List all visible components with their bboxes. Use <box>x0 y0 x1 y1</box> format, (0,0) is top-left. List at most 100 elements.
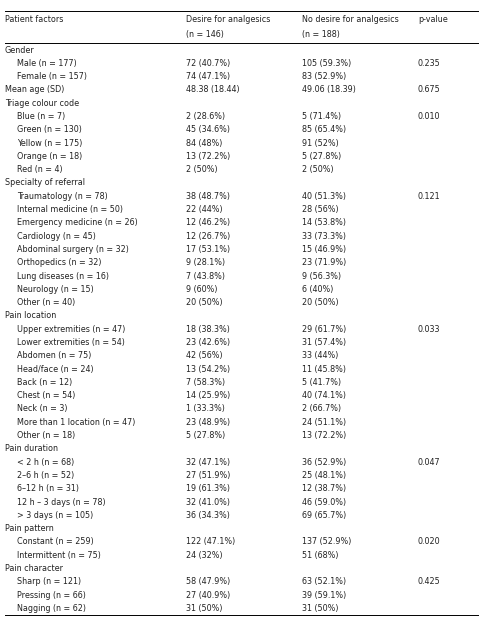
Text: 12 h – 3 days (n = 78): 12 h – 3 days (n = 78) <box>17 497 105 507</box>
Text: 31 (50%): 31 (50%) <box>302 604 339 613</box>
Text: 48.38 (18.44): 48.38 (18.44) <box>186 86 240 94</box>
Text: Pain character: Pain character <box>5 564 63 573</box>
Text: 63 (52.1%): 63 (52.1%) <box>302 577 346 587</box>
Text: 0.675: 0.675 <box>418 86 440 94</box>
Text: 42 (56%): 42 (56%) <box>186 352 223 360</box>
Text: 27 (51.9%): 27 (51.9%) <box>186 471 230 480</box>
Text: > 3 days (n = 105): > 3 days (n = 105) <box>17 511 93 520</box>
Text: Pain duration: Pain duration <box>5 445 58 453</box>
Text: Other (n = 18): Other (n = 18) <box>17 431 75 440</box>
Text: Chest (n = 54): Chest (n = 54) <box>17 391 75 400</box>
Text: Cardiology (n = 45): Cardiology (n = 45) <box>17 232 96 241</box>
Text: Other (n = 40): Other (n = 40) <box>17 298 75 307</box>
Text: 28 (56%): 28 (56%) <box>302 205 339 214</box>
Text: 9 (60%): 9 (60%) <box>186 285 217 294</box>
Text: Neurology (n = 15): Neurology (n = 15) <box>17 285 94 294</box>
Text: 6 (40%): 6 (40%) <box>302 285 333 294</box>
Text: 27 (40.9%): 27 (40.9%) <box>186 591 230 600</box>
Text: Male (n = 177): Male (n = 177) <box>17 59 77 68</box>
Text: 46 (59.0%): 46 (59.0%) <box>302 497 346 507</box>
Text: 7 (43.8%): 7 (43.8%) <box>186 272 225 280</box>
Text: 25 (48.1%): 25 (48.1%) <box>302 471 346 480</box>
Text: 33 (44%): 33 (44%) <box>302 352 338 360</box>
Text: 33 (73.3%): 33 (73.3%) <box>302 232 346 241</box>
Text: 9 (56.3%): 9 (56.3%) <box>302 272 341 280</box>
Text: 24 (51.1%): 24 (51.1%) <box>302 418 346 427</box>
Text: 9 (28.1%): 9 (28.1%) <box>186 259 225 267</box>
Text: (n = 146): (n = 146) <box>186 30 224 39</box>
Text: 6–12 h (n = 31): 6–12 h (n = 31) <box>17 484 79 494</box>
Text: 58 (47.9%): 58 (47.9%) <box>186 577 230 587</box>
Text: Pain location: Pain location <box>5 311 56 321</box>
Text: 1 (33.3%): 1 (33.3%) <box>186 404 225 414</box>
Text: Neck (n = 3): Neck (n = 3) <box>17 404 68 414</box>
Text: Specialty of referral: Specialty of referral <box>5 179 85 187</box>
Text: 2–6 h (n = 52): 2–6 h (n = 52) <box>17 471 74 480</box>
Text: 0.235: 0.235 <box>418 59 440 68</box>
Text: Desire for analgesics: Desire for analgesics <box>186 15 270 24</box>
Text: 13 (72.2%): 13 (72.2%) <box>302 431 346 440</box>
Text: 0.010: 0.010 <box>418 112 440 121</box>
Text: 5 (41.7%): 5 (41.7%) <box>302 378 341 387</box>
Text: 2 (50%): 2 (50%) <box>302 165 333 174</box>
Text: 5 (27.8%): 5 (27.8%) <box>302 152 341 161</box>
Text: 2 (66.7%): 2 (66.7%) <box>302 404 341 414</box>
Text: 91 (52%): 91 (52%) <box>302 139 339 148</box>
Text: 0.033: 0.033 <box>418 325 440 334</box>
Text: 18 (38.3%): 18 (38.3%) <box>186 325 230 334</box>
Text: Constant (n = 259): Constant (n = 259) <box>17 538 94 546</box>
Text: Lower extremities (n = 54): Lower extremities (n = 54) <box>17 338 125 347</box>
Text: 2 (28.6%): 2 (28.6%) <box>186 112 225 121</box>
Text: Orthopedics (n = 32): Orthopedics (n = 32) <box>17 259 101 267</box>
Text: 12 (38.7%): 12 (38.7%) <box>302 484 346 494</box>
Text: 74 (47.1%): 74 (47.1%) <box>186 72 230 81</box>
Text: Sharp (n = 121): Sharp (n = 121) <box>17 577 81 587</box>
Text: Green (n = 130): Green (n = 130) <box>17 125 82 135</box>
Text: Triage colour code: Triage colour code <box>5 99 79 108</box>
Text: 49.06 (18.39): 49.06 (18.39) <box>302 86 356 94</box>
Text: 23 (48.9%): 23 (48.9%) <box>186 418 230 427</box>
Text: 14 (25.9%): 14 (25.9%) <box>186 391 230 400</box>
Text: Yellow (n = 175): Yellow (n = 175) <box>17 139 82 148</box>
Text: 137 (52.9%): 137 (52.9%) <box>302 538 351 546</box>
Text: 31 (57.4%): 31 (57.4%) <box>302 338 346 347</box>
Text: 14 (53.8%): 14 (53.8%) <box>302 218 346 228</box>
Text: 122 (47.1%): 122 (47.1%) <box>186 538 235 546</box>
Text: More than 1 location (n = 47): More than 1 location (n = 47) <box>17 418 135 427</box>
Text: 85 (65.4%): 85 (65.4%) <box>302 125 346 135</box>
Text: < 2 h (n = 68): < 2 h (n = 68) <box>17 458 74 467</box>
Text: 32 (47.1%): 32 (47.1%) <box>186 458 230 467</box>
Text: Blue (n = 7): Blue (n = 7) <box>17 112 65 121</box>
Text: 72 (40.7%): 72 (40.7%) <box>186 59 230 68</box>
Text: 36 (52.9%): 36 (52.9%) <box>302 458 346 467</box>
Text: Red (n = 4): Red (n = 4) <box>17 165 62 174</box>
Text: Orange (n = 18): Orange (n = 18) <box>17 152 82 161</box>
Text: Patient factors: Patient factors <box>5 15 63 24</box>
Text: No desire for analgesics: No desire for analgesics <box>302 15 398 24</box>
Text: 20 (50%): 20 (50%) <box>302 298 339 307</box>
Text: 7 (58.3%): 7 (58.3%) <box>186 378 225 387</box>
Text: 12 (26.7%): 12 (26.7%) <box>186 232 230 241</box>
Text: 0.047: 0.047 <box>418 458 440 467</box>
Text: 24 (32%): 24 (32%) <box>186 551 223 560</box>
Text: 17 (53.1%): 17 (53.1%) <box>186 245 230 254</box>
Text: 5 (71.4%): 5 (71.4%) <box>302 112 341 121</box>
Text: 29 (61.7%): 29 (61.7%) <box>302 325 346 334</box>
Text: Nagging (n = 62): Nagging (n = 62) <box>17 604 86 613</box>
Text: 13 (54.2%): 13 (54.2%) <box>186 365 230 374</box>
Text: 51 (68%): 51 (68%) <box>302 551 339 560</box>
Text: 19 (61.3%): 19 (61.3%) <box>186 484 230 494</box>
Text: Traumatology (n = 78): Traumatology (n = 78) <box>17 192 108 201</box>
Text: 69 (65.7%): 69 (65.7%) <box>302 511 346 520</box>
Text: Upper extremities (n = 47): Upper extremities (n = 47) <box>17 325 125 334</box>
Text: 23 (71.9%): 23 (71.9%) <box>302 259 346 267</box>
Text: 11 (45.8%): 11 (45.8%) <box>302 365 346 374</box>
Text: 84 (48%): 84 (48%) <box>186 139 222 148</box>
Text: Abdomen (n = 75): Abdomen (n = 75) <box>17 352 91 360</box>
Text: 105 (59.3%): 105 (59.3%) <box>302 59 351 68</box>
Text: 22 (44%): 22 (44%) <box>186 205 223 214</box>
Text: 13 (72.2%): 13 (72.2%) <box>186 152 230 161</box>
Text: 23 (42.6%): 23 (42.6%) <box>186 338 230 347</box>
Text: Internal medicine (n = 50): Internal medicine (n = 50) <box>17 205 123 214</box>
Text: 0.121: 0.121 <box>418 192 440 201</box>
